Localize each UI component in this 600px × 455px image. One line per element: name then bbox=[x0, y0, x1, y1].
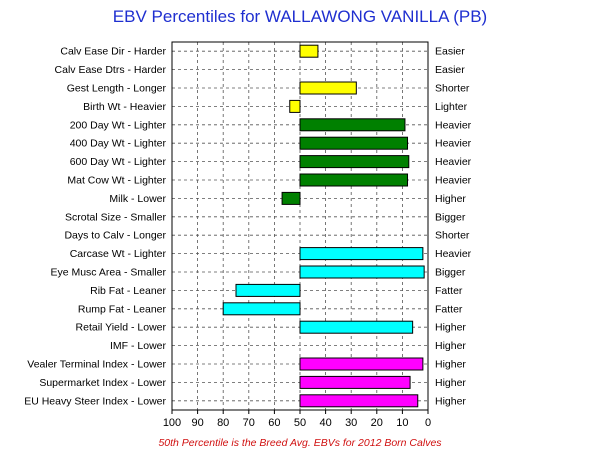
bar bbox=[299, 394, 419, 408]
bar bbox=[299, 265, 425, 279]
right-labels: Easier Easier Shorter Lighter Heavier Heavier… bbox=[435, 46, 472, 408]
trait-label-left: Rump Fat - Leaner bbox=[78, 303, 167, 315]
trait-label-right: Shorter bbox=[435, 83, 470, 95]
trait-label-right: Higher bbox=[435, 395, 466, 407]
trait-label-right: Bigger bbox=[435, 267, 466, 279]
x-axis-ticks: 100 90 80 70 60 50 40 30 20 10 0 bbox=[163, 410, 431, 429]
bar bbox=[299, 320, 414, 334]
tick-label: 90 bbox=[191, 417, 203, 429]
trait-label-right: Higher bbox=[435, 193, 466, 205]
bar bbox=[281, 191, 301, 205]
trait-label-right: Heavier bbox=[435, 156, 472, 168]
left-labels: Calv Ease Dir - Harder Calv Ease Dtrs - H… bbox=[24, 46, 166, 408]
trait-label-right: Higher bbox=[435, 359, 466, 371]
bars bbox=[222, 44, 425, 408]
bar bbox=[299, 357, 424, 371]
trait-label-right: Heavier bbox=[435, 175, 472, 187]
trait-label-right: Heavier bbox=[435, 248, 472, 260]
trait-label-right: Higher bbox=[435, 377, 466, 389]
trait-label-right: Easier bbox=[435, 64, 465, 76]
trait-label-left: Supermarket Index - Lower bbox=[39, 377, 166, 389]
tick-label: 10 bbox=[396, 417, 408, 429]
trait-label-left: Birth Wt - Heavier bbox=[83, 101, 166, 113]
footnote: 50th Percentile is the Breed Avg. EBVs f… bbox=[158, 437, 442, 449]
bar bbox=[299, 155, 410, 169]
bar bbox=[235, 283, 301, 297]
tick-label: 70 bbox=[243, 417, 255, 429]
bar bbox=[289, 99, 301, 113]
gridlines bbox=[171, 42, 429, 410]
trait-label-right: Bigger bbox=[435, 211, 466, 223]
trait-label-right: Easier bbox=[435, 46, 465, 58]
trait-label-left: Retail Yield - Lower bbox=[76, 322, 167, 334]
trait-label-right: Lighter bbox=[435, 101, 468, 113]
bar bbox=[299, 81, 357, 95]
bar bbox=[299, 375, 411, 389]
tick-label: 80 bbox=[217, 417, 229, 429]
trait-label-right: Fatter bbox=[435, 303, 463, 315]
trait-label-left: 200 Day Wt - Lighter bbox=[70, 119, 167, 131]
bar bbox=[299, 118, 406, 132]
tick-label: 60 bbox=[268, 417, 280, 429]
trait-label-right: Shorter bbox=[435, 230, 470, 242]
trait-label-left: Days to Calv - Longer bbox=[64, 230, 166, 242]
bar bbox=[299, 136, 409, 150]
chart-title: EBV Percentiles for WALLAWONG VANILLA (P… bbox=[113, 7, 487, 26]
trait-label-left: Gest Length - Longer bbox=[67, 83, 167, 95]
trait-label-left: Milk - Lower bbox=[109, 193, 166, 205]
tick-label: 100 bbox=[163, 417, 181, 429]
bar bbox=[222, 302, 301, 316]
bar bbox=[299, 173, 409, 187]
trait-label-left: Calv Ease Dtrs - Harder bbox=[55, 64, 167, 76]
trait-label-right: Heavier bbox=[435, 138, 472, 150]
trait-label-left: Calv Ease Dir - Harder bbox=[60, 46, 166, 58]
trait-label-left: Rib Fat - Leaner bbox=[90, 285, 166, 297]
trait-label-left: Vealer Terminal Index - Lower bbox=[27, 359, 166, 371]
trait-label-left: 400 Day Wt - Lighter bbox=[70, 138, 167, 150]
tick-label: 40 bbox=[319, 417, 331, 429]
trait-label-left: Eye Musc Area - Smaller bbox=[50, 267, 166, 279]
trait-label-left: 600 Day Wt - Lighter bbox=[70, 156, 167, 168]
tick-label: 30 bbox=[345, 417, 357, 429]
tick-label: 50 bbox=[294, 417, 306, 429]
bar bbox=[299, 44, 319, 58]
tick-label: 20 bbox=[371, 417, 383, 429]
tick-label: 0 bbox=[425, 417, 431, 429]
trait-label-left: Mat Cow Wt - Lighter bbox=[67, 175, 166, 187]
trait-label-left: Carcase Wt - Lighter bbox=[70, 248, 167, 260]
trait-label-right: Higher bbox=[435, 340, 466, 352]
trait-label-left: IMF - Lower bbox=[110, 340, 167, 352]
trait-label-right: Higher bbox=[435, 322, 466, 334]
trait-label-right: Heavier bbox=[435, 119, 472, 131]
trait-label-left: Scrotal Size - Smaller bbox=[65, 211, 166, 223]
trait-label-left: EU Heavy Steer Index - Lower bbox=[24, 395, 166, 407]
trait-label-right: Fatter bbox=[435, 285, 463, 297]
bar bbox=[299, 247, 424, 261]
